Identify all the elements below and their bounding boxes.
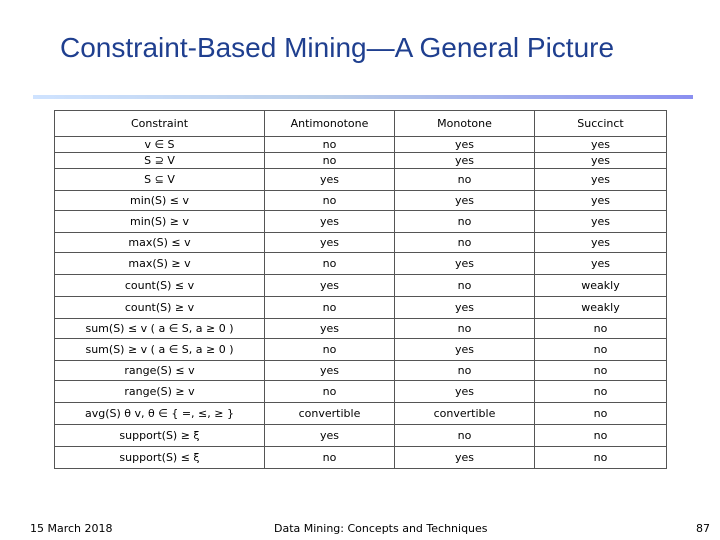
header-cell-constraint: Constraint: [54, 110, 265, 137]
cell-constraint: min(S) ≤ v: [54, 190, 265, 211]
table-header: Constraint Antimonotone Monotone Succinc…: [54, 110, 667, 137]
table-row: max(S) ≥ v no yes yes: [54, 252, 667, 275]
cell-antimonotone: yes: [264, 232, 395, 253]
cell-constraint: count(S) ≤ v: [54, 274, 265, 297]
table-row: min(S) ≥ v yes no yes: [54, 210, 667, 233]
cell-antimonotone: no: [264, 190, 395, 211]
footer-course: Data Mining: Concepts and Techniques: [274, 522, 488, 535]
table-header-row: Constraint Antimonotone Monotone Succinc…: [54, 110, 667, 137]
header-cell-succinct: Succinct: [534, 110, 667, 137]
cell-antimonotone: yes: [264, 360, 395, 381]
cell-monotone: yes: [394, 446, 535, 469]
cell-monotone: no: [394, 210, 535, 233]
table-row: avg(S) θ v, θ ∈ { =, ≤, ≥ } convertible co…: [54, 402, 667, 425]
cell-monotone: no: [394, 232, 535, 253]
cell-antimonotone: no: [264, 338, 395, 361]
cell-monotone: yes: [394, 252, 535, 275]
footer-page-number: 87: [696, 522, 710, 535]
cell-succinct: no: [534, 424, 667, 447]
cell-succinct: no: [534, 402, 667, 425]
cell-succinct: no: [534, 380, 667, 403]
cell-succinct: yes: [534, 152, 667, 169]
cell-antimonotone: yes: [264, 168, 395, 191]
cell-monotone: no: [394, 318, 535, 339]
cell-succinct: no: [534, 446, 667, 469]
cell-constraint: sum(S) ≥ v ( a ∈ S, a ≥ 0 ): [54, 338, 265, 361]
cell-constraint: range(S) ≤ v: [54, 360, 265, 381]
table-row: sum(S) ≥ v ( a ∈ S, a ≥ 0 ) no yes no: [54, 338, 667, 361]
cell-constraint: max(S) ≥ v: [54, 252, 265, 275]
cell-monotone: yes: [394, 152, 535, 169]
cell-monotone: yes: [394, 136, 535, 153]
cell-constraint: sum(S) ≤ v ( a ∈ S, a ≥ 0 ): [54, 318, 265, 339]
cell-antimonotone: no: [264, 152, 395, 169]
cell-constraint: v ∈ S: [54, 136, 265, 153]
cell-succinct: yes: [534, 210, 667, 233]
table-row: support(S) ≥ ξ yes no no: [54, 424, 667, 447]
cell-succinct: no: [534, 318, 667, 339]
table-row: support(S) ≤ ξ no yes no: [54, 446, 667, 469]
table-row: range(S) ≥ v no yes no: [54, 380, 667, 403]
cell-monotone: no: [394, 424, 535, 447]
cell-antimonotone: yes: [264, 210, 395, 233]
cell-constraint: range(S) ≥ v: [54, 380, 265, 403]
footer-date: 15 March 2018: [30, 522, 113, 535]
cell-succinct: yes: [534, 232, 667, 253]
cell-antimonotone: no: [264, 446, 395, 469]
cell-monotone: yes: [394, 380, 535, 403]
cell-constraint: S ⊆ V: [54, 168, 265, 191]
cell-monotone: yes: [394, 190, 535, 211]
cell-constraint: max(S) ≤ v: [54, 232, 265, 253]
cell-antimonotone: convertible: [264, 402, 395, 425]
slide-title: Constraint-Based Mining—A General Pictur…: [60, 32, 615, 63]
cell-constraint: S ⊇ V: [54, 152, 265, 169]
cell-monotone: no: [394, 274, 535, 297]
cell-succinct: yes: [534, 252, 667, 275]
cell-constraint: support(S) ≤ ξ: [54, 446, 265, 469]
cell-monotone: yes: [394, 338, 535, 361]
cell-antimonotone: no: [264, 380, 395, 403]
cell-antimonotone: yes: [264, 318, 395, 339]
header-cell-monotone: Monotone: [394, 110, 535, 137]
cell-constraint: support(S) ≥ ξ: [54, 424, 265, 447]
header-cell-antimonotone: Antimonotone: [264, 110, 395, 137]
constraint-table: Constraint Antimonotone Monotone Succinc…: [54, 110, 667, 469]
cell-constraint: avg(S) θ v, θ ∈ { =, ≤, ≥ }: [54, 402, 265, 425]
title-divider: [33, 95, 693, 99]
cell-antimonotone: no: [264, 296, 395, 319]
cell-monotone: convertible: [394, 402, 535, 425]
cell-antimonotone: yes: [264, 424, 395, 447]
cell-succinct: weakly: [534, 274, 667, 297]
cell-succinct: no: [534, 360, 667, 381]
table-row: count(S) ≤ v yes no weakly: [54, 274, 667, 297]
cell-antimonotone: yes: [264, 274, 395, 297]
cell-succinct: yes: [534, 136, 667, 153]
cell-succinct: weakly: [534, 296, 667, 319]
cell-antimonotone: no: [264, 136, 395, 153]
cell-succinct: no: [534, 338, 667, 361]
cell-constraint: min(S) ≥ v: [54, 210, 265, 233]
table-row: count(S) ≥ v no yes weakly: [54, 296, 667, 319]
cell-succinct: yes: [534, 168, 667, 191]
cell-monotone: no: [394, 360, 535, 381]
constraint-table-container: Constraint Antimonotone Monotone Succinc…: [54, 110, 667, 500]
cell-antimonotone: no: [264, 252, 395, 275]
table-row: range(S) ≤ v yes no no: [54, 360, 667, 381]
table-row: max(S) ≤ v yes no yes: [54, 232, 667, 253]
cell-monotone: yes: [394, 296, 535, 319]
cell-succinct: yes: [534, 190, 667, 211]
table-row: min(S) ≤ v no yes yes: [54, 190, 667, 211]
table-row: sum(S) ≤ v ( a ∈ S, a ≥ 0 ) yes no no: [54, 318, 667, 339]
cell-monotone: no: [394, 168, 535, 191]
cell-constraint: count(S) ≥ v: [54, 296, 265, 319]
